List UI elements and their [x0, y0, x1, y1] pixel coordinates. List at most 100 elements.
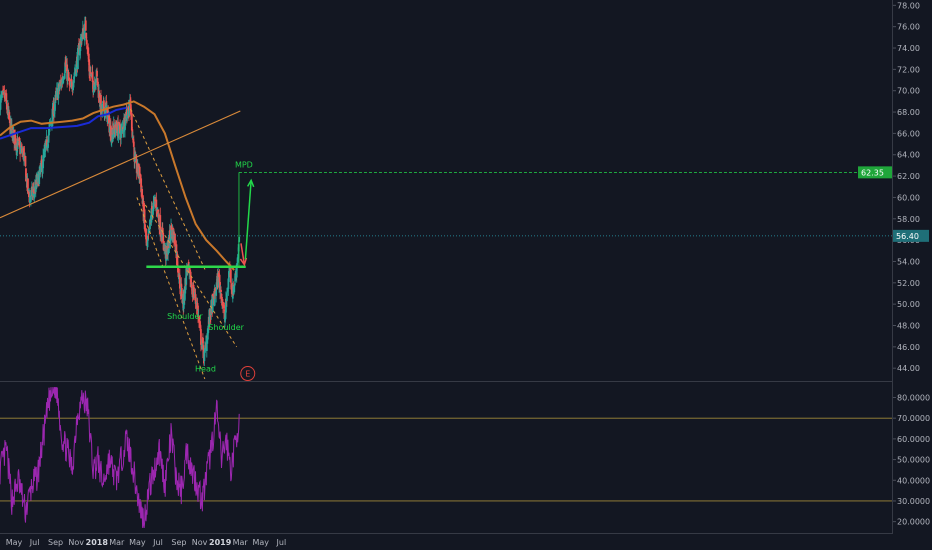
candle-body — [223, 309, 226, 319]
candle-body — [12, 130, 15, 142]
candle-body — [85, 39, 88, 45]
candle-body — [148, 228, 150, 234]
candle-body — [70, 81, 72, 87]
price-tick-label: 52.00 — [897, 279, 920, 288]
price-tick-label: 48.00 — [897, 322, 920, 331]
candle-body — [59, 81, 62, 85]
candle-body — [183, 293, 186, 301]
candle-body — [113, 125, 116, 129]
candle-body — [25, 168, 27, 182]
candle-body — [131, 129, 134, 136]
candle-body — [190, 282, 193, 289]
price-tick-label: 72.00 — [897, 65, 920, 74]
candle-body — [67, 72, 70, 81]
candle-body — [18, 139, 21, 141]
candle-body — [206, 339, 209, 341]
candle-body — [51, 108, 54, 127]
candle-body — [189, 271, 192, 287]
time-tick-label: Nov — [68, 538, 84, 547]
candle-body — [230, 285, 233, 291]
candle-body — [5, 103, 8, 110]
candle-body — [161, 228, 164, 242]
time-tick-label: Mar — [109, 538, 125, 547]
candle-body — [20, 148, 22, 150]
candle-body — [176, 254, 179, 267]
price-tick-label: 46.00 — [897, 343, 920, 352]
candle-body — [112, 123, 115, 138]
candle-body — [43, 149, 46, 152]
candle-body — [103, 107, 106, 118]
price-tick-label: 54.00 — [897, 257, 920, 266]
candle-body — [144, 224, 146, 232]
candle-body — [64, 60, 67, 67]
rsi-tick-label: 30.0000 — [897, 497, 930, 506]
candle-body — [142, 200, 145, 222]
channel-lower-line — [136, 197, 206, 380]
candle-body — [96, 70, 98, 77]
candle-body — [212, 294, 215, 297]
current-price-label: 56.40 — [896, 232, 919, 241]
candle-body — [87, 53, 90, 62]
candle-body — [207, 325, 210, 330]
rsi-tick-label: 80.0000 — [897, 393, 930, 402]
candle-body — [199, 321, 201, 326]
candle-body — [200, 329, 202, 345]
candle-body — [131, 136, 134, 139]
candle-body — [211, 296, 214, 312]
rsi-tick-label: 70.0000 — [897, 414, 930, 423]
candle-body — [46, 139, 48, 148]
current-price-tag — [893, 229, 929, 242]
candle-body — [16, 138, 19, 149]
candle-body — [149, 219, 151, 230]
candle-body — [229, 269, 232, 283]
candle-body — [165, 247, 168, 261]
candle-body — [111, 134, 114, 142]
rsi-tick-label: 40.0000 — [897, 476, 930, 485]
candle-body — [2, 90, 4, 92]
price-tick-label: 58.00 — [897, 215, 920, 224]
candle-body — [92, 80, 95, 93]
candle-body — [75, 60, 78, 76]
candle-body — [97, 84, 99, 86]
pullback-arrow-shaft — [240, 243, 246, 265]
candle-body — [128, 110, 131, 117]
candle-body — [152, 202, 155, 212]
candle-body — [202, 337, 204, 344]
candle-body — [117, 131, 120, 139]
candle-body — [170, 225, 173, 231]
candle-body — [126, 114, 129, 119]
candle-body — [139, 174, 142, 181]
candle-body — [62, 79, 65, 80]
candle-body — [233, 285, 236, 287]
candle-body — [192, 284, 195, 298]
time-tick-label: May — [252, 538, 269, 547]
candle-body — [71, 82, 73, 89]
candle-body — [186, 266, 189, 271]
candle-body — [120, 128, 123, 132]
candle-body — [47, 144, 49, 148]
candle-body — [222, 306, 224, 307]
candle-body — [21, 148, 23, 154]
candle-body — [28, 191, 30, 198]
candle-body — [39, 166, 42, 173]
candle-body — [155, 199, 158, 211]
rsi-tick-label: 20.0000 — [897, 518, 930, 527]
candle-body — [179, 283, 182, 292]
candlestick-series — [0, 16, 241, 366]
candle-body — [155, 211, 158, 214]
candle-body — [205, 337, 208, 352]
candle-body — [8, 118, 11, 120]
candle-body — [53, 103, 55, 117]
time-tick-label: May — [6, 538, 23, 547]
candle-body — [58, 86, 61, 90]
candle-body — [107, 114, 110, 116]
candle-body — [111, 127, 114, 140]
event-marker[interactable] — [240, 366, 256, 382]
candle-body — [1, 91, 4, 95]
candle-body — [2, 88, 5, 91]
price-tick-label: 60.00 — [897, 193, 920, 202]
candle-body — [79, 40, 82, 52]
candle-body — [191, 289, 194, 291]
candle-body — [40, 160, 43, 166]
candle-body — [206, 328, 209, 340]
